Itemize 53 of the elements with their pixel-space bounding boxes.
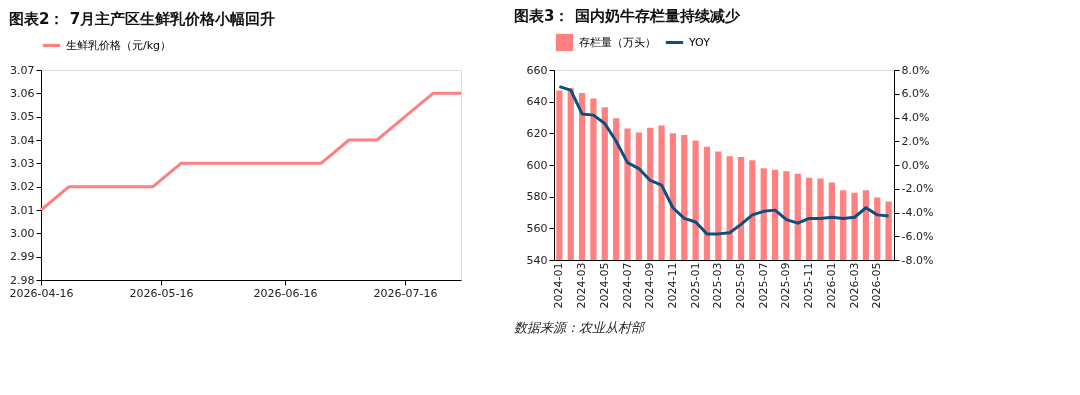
- x-tick-label: 2026-04-16: [9, 286, 74, 300]
- x-tick-label: 2024-03: [575, 262, 589, 309]
- x-tick-label: 2024-05: [597, 262, 611, 309]
- y-tick-label: 3.07: [10, 63, 35, 77]
- x-tick-label: 2025-01: [688, 262, 702, 309]
- chart-title: 图表3： 国内奶牛存栏量持续减少: [514, 7, 741, 25]
- y2-tick-label: 0.0%: [901, 158, 930, 172]
- y2-tick-label: 8.0%: [901, 63, 930, 77]
- x-tick-label: 2025-11: [802, 262, 816, 309]
- y-tick-label: 560: [526, 221, 548, 235]
- line-series: [39, 91, 463, 212]
- x-tick-label: 2026-07-16: [373, 286, 438, 300]
- x-tick-label: 2026-01: [824, 262, 838, 309]
- y-tick-label: 540: [526, 253, 548, 267]
- chart-title: 图表2： 7月主产区生鲜乳价格小幅回升: [9, 10, 276, 28]
- x-tick-label: 2026-06-16: [253, 286, 318, 300]
- y2-tick-label: -4.0%: [901, 206, 934, 219]
- y-tick-label: 580: [526, 190, 548, 204]
- y-tick-label: 2.98: [10, 273, 35, 287]
- y-tick-label: 3.01: [10, 203, 35, 217]
- y-tick-label: 3.05: [10, 110, 35, 124]
- y2-tick-label: 4.0%: [901, 111, 930, 124]
- x-tick-label: 2025-03: [711, 262, 725, 309]
- x-tick-label: 2026-05: [870, 262, 884, 309]
- y2-tick-label: -8.0%: [901, 253, 934, 267]
- x-tick-label: 2026-03: [847, 262, 861, 309]
- y-tick-label: 3.00: [10, 226, 35, 240]
- y-tick-label: 620: [526, 126, 548, 140]
- x-tick-label: 2024-11: [665, 262, 679, 309]
- line-series: [557, 85, 891, 236]
- legend-label: 生鲜乳价格（元/kg）: [66, 38, 172, 52]
- y-tick-label: 2.99: [10, 250, 35, 264]
- y-tick-label: 640: [526, 95, 548, 109]
- x-tick-label: 2024-09: [643, 262, 657, 309]
- legend-label: YOY: [688, 35, 711, 49]
- source-note: 数据来源：农业从村部: [514, 320, 646, 335]
- x-tick-label: 2025-09: [779, 262, 793, 309]
- x-tick-label: 2024-07: [620, 262, 634, 309]
- x-tick-label: 2024-01: [552, 262, 566, 309]
- y-tick-label: 3.04: [10, 133, 35, 147]
- x-tick-label: 2025-07: [756, 262, 770, 309]
- y2-tick-label: -2.0%: [901, 182, 934, 196]
- x-tick-label: 2025-05: [734, 262, 748, 309]
- y-tick-label: 3.02: [10, 180, 35, 194]
- y2-tick-label: 2.0%: [901, 134, 930, 148]
- y2-tick-label: -6.0%: [901, 229, 934, 243]
- y-tick-label: 660: [526, 63, 548, 77]
- y2-tick-label: 6.0%: [901, 87, 930, 101]
- y-tick-label: 600: [526, 158, 548, 172]
- y-tick-label: 3.06: [10, 86, 35, 100]
- x-tick-label: 2026-05-16: [129, 286, 194, 300]
- y-tick-label: 3.03: [10, 156, 35, 170]
- legend-label: 存栏量（万头）: [579, 35, 656, 49]
